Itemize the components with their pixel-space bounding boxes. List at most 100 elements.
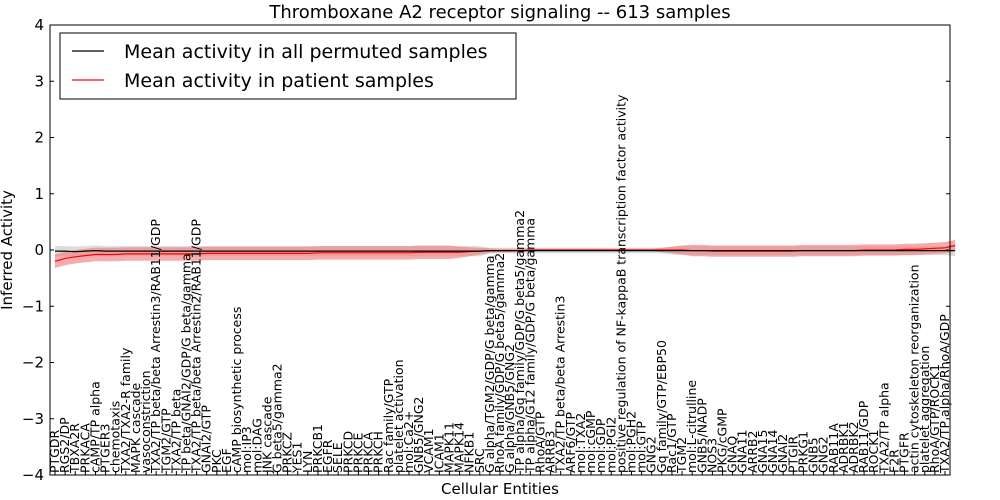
x-tick-label: GNAI2/GTP: [199, 405, 214, 473]
x-tick-label: mol:PGI2: [603, 417, 618, 473]
confidence-band-patient: [55, 239, 956, 268]
x-tick-label: VCAM1: [421, 428, 436, 473]
legend: Mean activity in all permuted samples Me…: [59, 32, 517, 100]
x-tick-label: vasoconstriction: [138, 370, 153, 473]
x-tick-label: MAPK11: [441, 422, 456, 473]
x-tick-label: RhoA/GTP/ROCK1: [927, 364, 942, 473]
x-tick-label: PRKCE: [350, 433, 365, 473]
x-tick-label: Rac1/GTP: [664, 413, 679, 473]
x-tick-label: positive regulation of NF-kappaB transcr…: [613, 94, 628, 473]
x-tick-label: G alpha/GNB5/GNG2: [502, 344, 517, 473]
x-tick-label: actin cytoskeleton reorganization: [907, 264, 922, 473]
x-tick-label: ARRB2: [745, 431, 760, 473]
x-tick-label: mol:DAG: [249, 418, 264, 473]
x-tick-label: TXA2/TP beta/beta Arrestin2/RAB11/GDP: [189, 219, 204, 474]
series-line-permuted: [55, 249, 956, 253]
x-tick-label: MAPK cascade: [128, 382, 143, 473]
x-tick-label: PRKACA: [77, 423, 92, 473]
x-tick-label: PKC: [209, 449, 224, 473]
x-tick-label: mol:IP3: [239, 426, 254, 473]
x-tick-label: MAPK14: [452, 422, 467, 473]
x-tick-label: GNB5: [806, 437, 821, 473]
x-tick-label: GNA15: [755, 430, 770, 474]
x-tick-label: PTGDR: [47, 430, 62, 473]
x-tick-label: TXA2/TP beta/beta Arrestin3/RAB11/GDP: [148, 219, 163, 474]
x-axis-label: Cellular Entities: [441, 480, 559, 498]
y-tick-label: 0: [34, 241, 44, 259]
x-tick-label: F2R: [886, 449, 901, 473]
y-tick-label: −4: [22, 466, 44, 484]
x-tick-label: chemotaxis: [108, 401, 123, 473]
x-tick-label: EGFR: [320, 439, 335, 473]
x-tick-label: NOS3: [704, 438, 719, 473]
x-tick-label: EGF: [219, 448, 234, 473]
x-tick-label: GNAQ: [725, 436, 740, 473]
x-tick-label: TBXA2R: [67, 423, 82, 474]
x-tick-label: PRKCD: [340, 431, 355, 473]
x-tick-label: TP alpha/Gq family/GDP/G beta5/gamma2: [512, 210, 527, 474]
y-tick-label: −2: [22, 354, 44, 372]
x-tick-label: PTGIR: [785, 435, 800, 473]
legend-label-patient: Mean activity in patient samples: [124, 70, 434, 92]
x-tick-label: PRKCH: [371, 431, 386, 473]
x-tick-label: JNK cascade: [259, 396, 274, 474]
x-tick-label: cAMP/TP alpha: [88, 381, 103, 473]
x-tick-label: PKG/cGMP: [715, 408, 730, 473]
x-tick-label: TXA2/TXA2-R family: [118, 347, 133, 474]
x-tick-label: TXA2/TP alpha/RhoA/GDP: [937, 314, 952, 474]
x-tick-label: mol:L-citrulline: [684, 380, 699, 473]
x-tick-label: ARRB3: [543, 431, 558, 473]
x-tick-label: mol:cGMP: [583, 410, 598, 473]
x-tick-label: ARF6/GTP: [563, 412, 578, 473]
x-tick-label: RhoA family/GDP/G beta5/gamma2: [492, 253, 507, 473]
x-tick-label: mol:TXA2: [573, 413, 588, 473]
y-tick-label: 2: [34, 129, 44, 147]
x-tick-label: NFKB1: [462, 432, 477, 473]
x-tick-label: YES1: [290, 442, 305, 474]
x-tick-label: GNA14: [765, 429, 780, 473]
x-tick-label: platelet activation: [391, 359, 406, 473]
x-tick-label: PRKCZ: [280, 432, 295, 473]
x-tick-label: PTGFR: [897, 432, 912, 473]
x-tick-label: GNA11: [735, 430, 750, 474]
x-tick-label: platelet aggregation: [917, 346, 932, 473]
series-lines: [54, 244, 956, 262]
x-tick-label: SRC: [472, 448, 487, 473]
legend-label-permuted: Mean activity in all permuted samples: [124, 41, 487, 63]
x-tick-label: ICAM1: [431, 433, 446, 473]
x-tick-label: ROCK1: [866, 430, 881, 473]
y-axis-label: Inferred Activity: [0, 190, 16, 310]
x-tick-label: PRKCB1: [310, 424, 325, 473]
x-tick-label: G alpha/TGM2/GDP/G beta/gamma: [482, 255, 497, 473]
x-tick-label: GNG2: [816, 436, 831, 473]
legend-box: [59, 32, 517, 100]
x-tick-label: PRKCA: [361, 432, 376, 473]
y-tick-label: −1: [22, 297, 44, 315]
y-tick-label: −3: [22, 410, 44, 428]
x-tick-label: GNG2: [644, 436, 659, 473]
x-tick-label: RAB11A: [826, 423, 841, 473]
x-tick-label: RhoA/GTP: [533, 411, 548, 473]
x-tick-label: RGS2/DP: [57, 417, 72, 473]
x-tick-label: mol:PGH2: [624, 411, 639, 473]
y-tick-label: 3: [34, 72, 44, 90]
x-tick-label: TXA2/TP beta: [168, 389, 183, 474]
x-tick-label: mol:Ca2+: [401, 411, 416, 473]
x-tick-label: Rac family/GTP: [381, 378, 396, 473]
x-tick-label: TXA2/TP alpha: [876, 382, 891, 474]
y-tick-label: 4: [34, 16, 44, 34]
x-tick-label: TP beta/GNAI2/GDP/G beta/gamma: [179, 253, 194, 474]
x-tick-label: GNB5/GNG2: [411, 397, 426, 473]
x-tick-label: GNAI2: [775, 434, 790, 473]
x-tick-label: LYN: [300, 451, 315, 473]
x-tick-label: TXA2/TP beta/beta Arrestin3: [553, 296, 568, 474]
y-tick-label: 1: [34, 185, 44, 203]
x-tick-label: cAMP biosynthetic process: [229, 307, 244, 473]
x-tick-label: ADRBK1: [836, 421, 851, 473]
x-tick-label: ADRBK2: [846, 421, 861, 473]
x-tick-label: SELE: [330, 442, 345, 473]
x-tick-label: RAB11/GDP: [856, 400, 871, 473]
plot-frame: [49, 24, 951, 476]
